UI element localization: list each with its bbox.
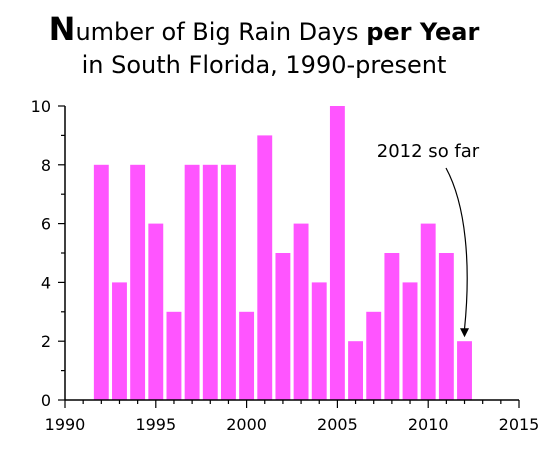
bar-2005 — [329, 106, 345, 400]
bar-2012 — [457, 341, 472, 400]
bar-2008 — [384, 253, 400, 400]
y-tick-label-8: 8 — [41, 156, 51, 175]
x-tick-label-2010: 2010 — [408, 415, 449, 434]
bar-1993 — [112, 282, 127, 400]
bar-1994 — [130, 164, 146, 400]
annotation-group: 2012 so far — [377, 141, 480, 338]
bar-1999 — [220, 164, 236, 400]
annotation-text: 2012 so far — [377, 141, 480, 162]
bar-1996 — [166, 311, 182, 400]
bar-1995 — [148, 223, 164, 400]
annotation-arrow-line — [445, 167, 468, 330]
x-tick-label-2005: 2005 — [317, 415, 358, 434]
bar-2004 — [311, 282, 327, 400]
bar-2009 — [402, 282, 418, 400]
bar-2007 — [366, 311, 382, 400]
chart-title-line1: Number of Big Rain Days per Year — [49, 10, 480, 48]
bar-2003 — [293, 223, 309, 400]
x-tick-label-1990: 1990 — [45, 415, 86, 434]
annotation-arrowhead — [460, 328, 470, 338]
bar-2002 — [275, 253, 291, 400]
bar-1997 — [184, 164, 200, 400]
y-tick-label-2: 2 — [41, 332, 51, 351]
bar-2011 — [438, 253, 454, 400]
chart-title-line2: in South Florida, 1990-present — [82, 51, 447, 79]
y-tick-label-10: 10 — [31, 97, 51, 116]
y-tick-label-0: 0 — [41, 391, 51, 410]
bar-2000 — [239, 311, 255, 400]
bar-1998 — [202, 164, 218, 400]
x-tick-label-1995: 1995 — [135, 415, 176, 434]
bar-2001 — [257, 135, 273, 400]
y-tick-label-6: 6 — [41, 215, 51, 234]
bar-2006 — [348, 341, 363, 400]
x-tick-label-2000: 2000 — [226, 415, 267, 434]
bar-2010 — [420, 223, 436, 400]
axes-group: 0 2 4 6 8 10 1990 1995 2000 2005 2010 2015 — [31, 97, 540, 434]
bar-1992 — [93, 164, 109, 400]
y-tick-label-4: 4 — [41, 273, 51, 292]
title-segment-2: per Year — [366, 18, 479, 46]
title-segment-0: N — [49, 10, 76, 48]
title-segment-1: umber of Big Rain Days — [75, 18, 366, 46]
x-tick-label-2015: 2015 — [499, 415, 540, 434]
bars-group — [93, 106, 472, 400]
